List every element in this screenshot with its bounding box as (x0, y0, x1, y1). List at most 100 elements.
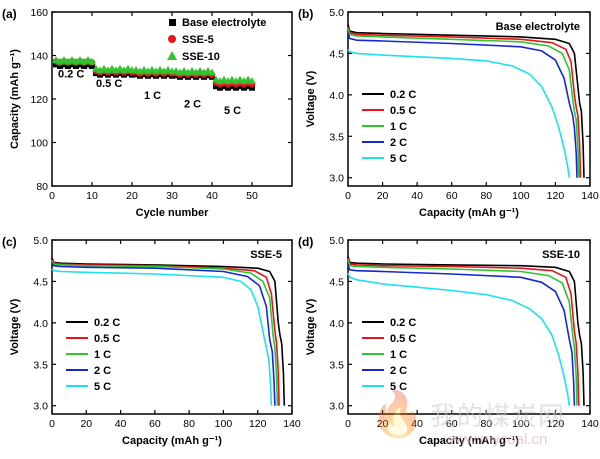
y-tick-label: 160 (30, 7, 48, 19)
y-tick-label: 5.0 (329, 7, 344, 19)
panel-title: SSE-5 (250, 249, 282, 261)
marker-square (217, 84, 223, 91)
panel-label: (c) (2, 235, 17, 249)
marker-square (229, 83, 235, 90)
marker-triangle (208, 68, 216, 76)
y-tick-label: 4.0 (329, 90, 344, 102)
x-tick-label: 30 (166, 190, 178, 202)
plot-frame (347, 11, 591, 187)
series-line (347, 48, 571, 178)
x-tick-label: 120 (547, 190, 565, 202)
legend-label: 1 C (390, 121, 407, 133)
legend-label: 2 C (390, 137, 407, 149)
legend-label: Base electrolyte (182, 17, 266, 29)
series-line (347, 256, 585, 406)
rate-label: 0.2 C (58, 68, 84, 80)
legend-label: 0.2 C (390, 317, 416, 329)
plot-frame (347, 239, 591, 415)
marker-square (241, 84, 247, 91)
plot-frame (51, 239, 293, 415)
legend-label: 2 C (94, 365, 111, 377)
legend-label: SSE-10 (182, 51, 220, 63)
panel-b: 0 20 40 60 80 100 120 140 3.0 3.5 4.0 4.5 5.0 Capacit… (298, 7, 599, 219)
x-tick-label: 0 (345, 418, 351, 430)
series-line (347, 259, 578, 406)
x-tick-label: 20 (377, 190, 389, 202)
marker-square (89, 62, 95, 69)
series-line (347, 24, 585, 178)
rate-label: 0.5 C (96, 78, 122, 90)
y-tick-label: 5.0 (329, 235, 344, 247)
legend-label: 0.5 C (94, 333, 120, 345)
panel-a: 0 10 20 30 40 50 80 100 120 140 160 Cycle number Cap… (2, 7, 293, 219)
x-tick-label: 60 (446, 418, 458, 430)
legend-label: 5 C (390, 153, 407, 165)
marker-square (85, 61, 91, 68)
legend-label: 1 C (94, 349, 111, 361)
y-tick-label: 4.0 (329, 318, 344, 330)
panel-label: (d) (298, 235, 313, 249)
y-tick-label: 4.5 (329, 48, 344, 60)
x-tick-label: 120 (249, 418, 267, 430)
legend-label: 0.5 C (390, 105, 416, 117)
panel-label: (b) (298, 7, 313, 21)
y-tick-label: 4.0 (33, 318, 48, 330)
legend-label: 0.5 C (390, 333, 416, 345)
panel-title: SSE-10 (542, 249, 580, 261)
x-tick-label: 0 (345, 190, 351, 202)
y-tick-label: 80 (36, 181, 48, 193)
panel-label: (a) (2, 7, 17, 21)
x-tick-label: 50 (246, 190, 258, 202)
x-tick-label: 0 (49, 418, 55, 430)
series-line (51, 262, 276, 406)
x-tick-label: 20 (80, 418, 92, 430)
x-tick-label: 100 (512, 190, 530, 202)
x-tick-label: 120 (547, 418, 565, 430)
y-tick-label: 5.0 (33, 235, 48, 247)
y-tick-label: 3.5 (329, 359, 344, 371)
series-line (51, 268, 273, 406)
marker-square (249, 84, 255, 91)
panel-d: 0 20 40 60 80 100 120 140 3.0 3.5 4.0 4.5 5.0 Capacit… (298, 235, 599, 447)
y-tick-label: 4.5 (329, 276, 344, 288)
x-axis-label: Capacity (mAh g⁻¹) (419, 435, 519, 447)
y-tick-label: 140 (30, 51, 48, 63)
series-line (347, 26, 582, 178)
marker-square (233, 84, 239, 91)
x-tick-label: 80 (183, 418, 195, 430)
series-line (347, 264, 576, 406)
x-tick-label: 20 (126, 190, 138, 202)
legend-label: 2 C (390, 365, 407, 377)
legend-label: 0.2 C (390, 89, 416, 101)
marker-square (221, 83, 227, 90)
x-tick-label: 60 (446, 190, 458, 202)
y-tick-label: 3.0 (329, 173, 344, 185)
y-tick-label: 3.5 (329, 131, 344, 143)
marker-triangle (248, 77, 256, 85)
x-tick-label: 40 (115, 418, 127, 430)
series-line (51, 257, 286, 406)
x-tick-label: 140 (581, 418, 599, 430)
panel-title: Base electrolyte (496, 21, 580, 33)
x-tick-label: 140 (283, 418, 301, 430)
y-tick-label: 100 (30, 138, 48, 150)
marker-square (245, 83, 251, 90)
rate-label: 2 C (184, 99, 201, 111)
x-axis-label: Cycle number (136, 207, 209, 219)
legend-marker (168, 35, 176, 43)
legend-label: 5 C (94, 381, 111, 393)
x-tick-label: 40 (411, 190, 423, 202)
legend-marker (167, 51, 177, 60)
marker-square (225, 84, 231, 91)
series-line (51, 259, 280, 406)
y-tick-label: 3.0 (33, 401, 48, 413)
x-tick-label: 80 (480, 190, 492, 202)
x-tick-label: 0 (49, 190, 55, 202)
panel-c: 0 20 40 60 80 100 120 140 3.0 3.5 4.0 4.5 5.0 Capacit… (2, 235, 301, 447)
x-tick-label: 140 (581, 190, 599, 202)
marker-square (65, 62, 71, 69)
legend-marker (169, 19, 176, 26)
marker-square (57, 62, 63, 69)
y-tick-label: 3.0 (329, 401, 344, 413)
